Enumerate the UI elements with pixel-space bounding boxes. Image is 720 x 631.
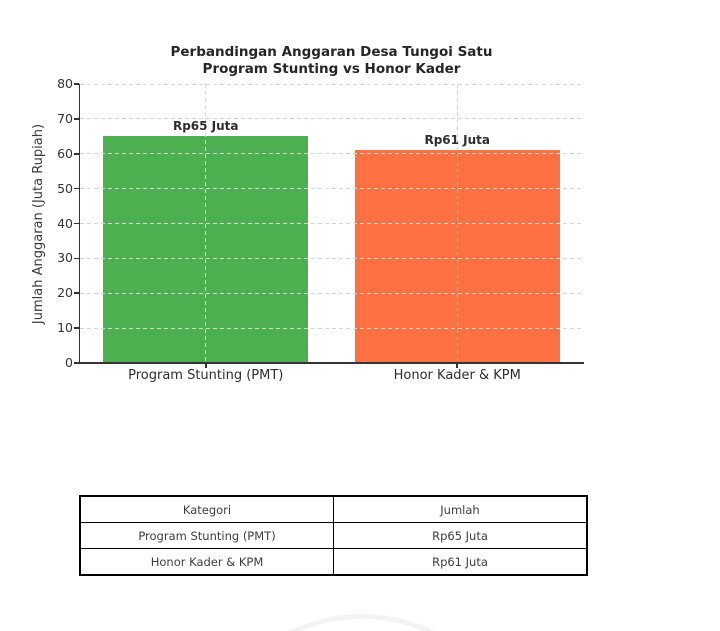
x-tick-mark [456,364,459,368]
bar-value-label: Rp65 Juta [172,119,239,134]
y-tick-label: 30 [57,250,73,266]
y-tick-label: 80 [57,76,73,91]
x-tick-mark [204,364,207,368]
h-gridline [80,83,583,85]
table-row: Kategori Jumlah [79,495,588,523]
y-tick-mark [74,257,79,260]
h-gridline [80,292,583,294]
h-gridline [80,153,583,155]
h-gridline [80,118,583,120]
table-row: Honor Kader & KPM Rp61 Juta [79,548,588,576]
y-tick-mark [74,362,79,364]
data-table: Kategori Jumlah Program Stunting (PMT) Rp65… [79,495,588,576]
x-category-label: Program Stunting (PMT) [128,368,284,383]
y-tick-mark [74,83,79,85]
v-gridline [205,84,207,363]
bar-value-label: Rp61 Juta [424,133,491,148]
table-body-cell: Honor Kader & KPM [79,548,334,576]
y-tick-label: 60 [57,145,73,161]
h-gridline [80,223,583,224]
y-tick-mark [74,292,79,295]
y-tick-label: 10 [57,320,73,336]
table-row: Program Stunting (PMT) Rp65 Juta [79,522,588,549]
x-category-label: Honor Kader & KPM [393,368,521,383]
table-body-cell: Rp65 Juta [333,522,588,549]
y-tick-label: 70 [57,110,73,126]
x-axis-spine [78,362,584,364]
table-header-cell: Jumlah [333,495,588,523]
h-gridline [80,257,583,259]
y-tick-mark [74,222,79,225]
table-header-cell: Kategori [79,495,334,523]
h-gridline [80,188,583,190]
v-gridline [456,84,458,363]
y-tick-label: 20 [57,285,73,301]
y-tick-label: 40 [57,215,73,231]
y-axis-spine [78,84,81,364]
y-tick-mark [74,327,79,329]
y-tick-mark [74,152,79,155]
y-tick-label: 50 [57,180,73,196]
table-body-cell: Rp61 Juta [333,548,588,576]
h-gridline [80,327,583,329]
chart-title: Perbandingan Anggaran Desa Tungoi Satu P… [170,44,493,77]
table-body-cell: Program Stunting (PMT) [79,522,334,549]
y-tick-mark [74,118,79,120]
y-tick-mark [74,187,79,190]
y-tick-label: 0 [65,355,73,370]
